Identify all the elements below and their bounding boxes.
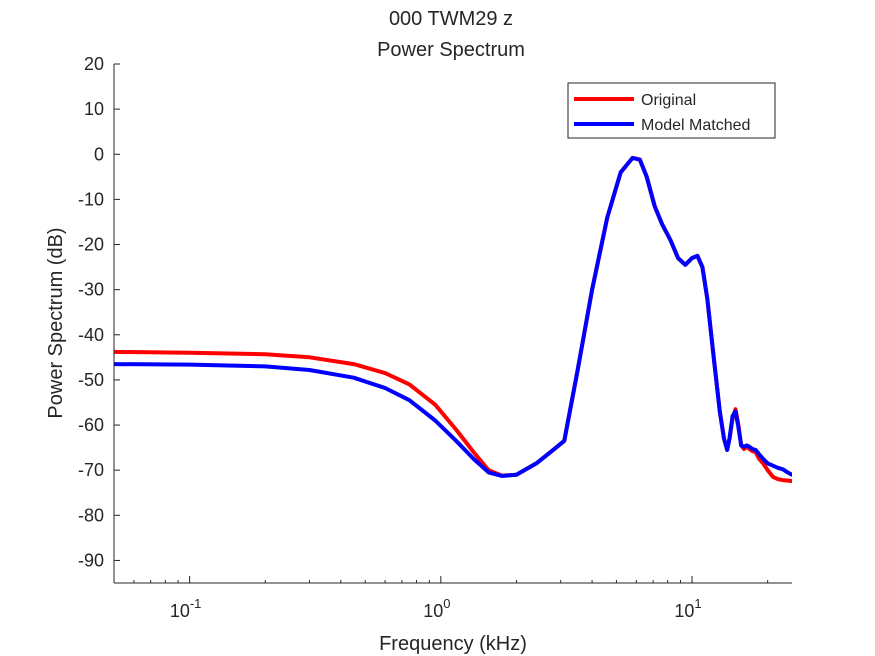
- y-tick-label: -40: [78, 325, 104, 345]
- legend: Original Model Matched: [567, 82, 776, 139]
- y-tick-label: -60: [78, 415, 104, 435]
- y-tick-label: 20: [84, 54, 104, 74]
- y-tick-label: -20: [78, 235, 104, 255]
- x-axis-label: Frequency (kHz): [379, 633, 527, 655]
- x-tick-label: 10-1: [170, 596, 202, 621]
- legend-label-original: Original: [641, 92, 696, 109]
- y-tick-label: -80: [78, 505, 104, 525]
- y-tick-label: -10: [78, 189, 104, 209]
- x-tick-label: 101: [674, 596, 701, 621]
- legend-box: [567, 82, 776, 139]
- y-tick-label: -70: [78, 460, 104, 480]
- chart-title: 000 TWM29 z: [389, 8, 513, 30]
- y-tick-label: -30: [78, 280, 104, 300]
- chart-subtitle: Power Spectrum: [377, 39, 525, 61]
- series-line-model-matched: [114, 155, 792, 478]
- series-group: [114, 155, 792, 483]
- y-tick-label: 10: [84, 99, 104, 119]
- y-tick-label: 0: [94, 144, 104, 164]
- y-axis-label: Power Spectrum (dB): [45, 227, 67, 418]
- y-tick-label: -90: [78, 550, 104, 570]
- x-tick-label: 100: [423, 596, 450, 621]
- legend-label-model-matched: Model Matched: [641, 117, 750, 134]
- y-tick-label: -50: [78, 370, 104, 390]
